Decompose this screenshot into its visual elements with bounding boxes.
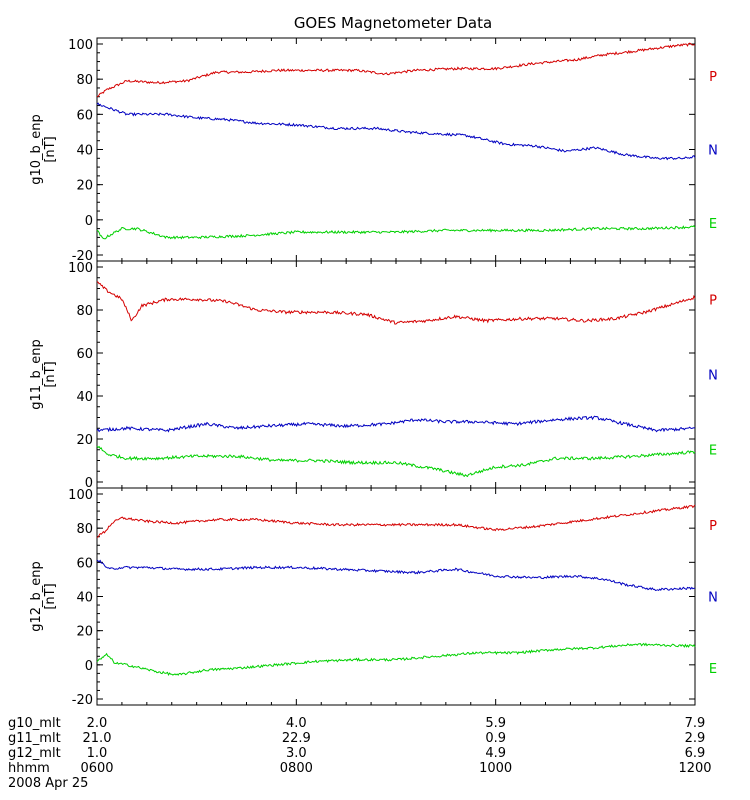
panel-1: -20 0 20 40 60 80 100 g10_b_enp [nT] P N E (29, 37, 718, 264)
legend-label-e: E (709, 443, 717, 458)
y-tick-label: 100 (68, 38, 93, 53)
footer-row-value: 0.9 (485, 731, 506, 746)
chart-title: GOES Magnetometer Data (294, 14, 492, 32)
y-tick-label: 20 (76, 433, 93, 448)
y-tick-label: 80 (76, 304, 93, 319)
legend-label-n: N (708, 591, 718, 606)
y-tick-label: 0 (85, 476, 93, 491)
y-tick-label: 40 (76, 390, 93, 405)
date-label: 2008 Apr 25 (8, 776, 88, 791)
footer-row-label: g11_mlt (8, 731, 61, 746)
chart-footer: g10_mlt 2.0 4.0 5.9 7.9 g11_mlt 21.0 22.9 0.9 2.9… (8, 716, 712, 791)
y-tick-label: 20 (76, 625, 93, 640)
series-line-n (96, 415, 696, 433)
footer-row-value: 3.0 (286, 746, 307, 761)
series-line-e (96, 445, 696, 478)
footer-row-value: 6.9 (685, 746, 706, 761)
footer-row-label: hhmm (8, 761, 50, 776)
footer-row-label: g10_mlt (8, 716, 61, 731)
y-axis-unit: [nT] (43, 583, 58, 609)
y-tick-label: 40 (76, 144, 93, 159)
y-tick-label: 20 (76, 179, 93, 194)
series-line-n (96, 559, 696, 592)
series-line-e (96, 225, 696, 240)
series-line-e (96, 642, 696, 677)
legend-label-n: N (708, 144, 718, 159)
y-tick-label: -20 (72, 249, 93, 264)
footer-row-value: 21.0 (83, 731, 112, 746)
y-tick-label: 60 (76, 108, 93, 123)
y-axis-label: g12_b_enp (29, 561, 44, 632)
y-axis-label: g10_b_enp (29, 114, 44, 185)
footer-row-value: 22.9 (282, 731, 311, 746)
footer-row-label: g12_mlt (8, 746, 61, 761)
series-line-p (96, 42, 696, 98)
y-tick-label: 0 (85, 659, 93, 674)
y-tick-label: 60 (76, 347, 93, 362)
legend-label-p: P (709, 70, 717, 85)
y-tick-label: 80 (76, 522, 93, 537)
footer-row-value: 2.9 (685, 731, 706, 746)
footer-row-value: 1200 (678, 761, 711, 776)
y-axis-unit: [nT] (43, 136, 58, 162)
footer-row-value: 1000 (479, 761, 512, 776)
y-axis-label: g11_b_enp (29, 339, 44, 410)
footer-row-value: 1.0 (87, 746, 108, 761)
footer-row-value: 4.0 (286, 716, 307, 731)
footer-row-value: 0800 (280, 761, 313, 776)
y-tick-label: 60 (76, 556, 93, 571)
series-line-p (96, 504, 696, 539)
y-tick-label: -20 (72, 693, 93, 708)
legend-label-e: E (709, 662, 717, 677)
footer-row-value: 0600 (80, 761, 113, 776)
y-tick-label: 0 (85, 214, 93, 229)
footer-row-value: 7.9 (685, 716, 706, 731)
footer-row-value: 2.0 (87, 716, 108, 731)
y-axis-unit: [nT] (43, 361, 58, 387)
panel-frame (96, 260, 696, 489)
footer-row-value: 4.9 (485, 746, 506, 761)
y-tick-label: 80 (76, 73, 93, 88)
legend-label-p: P (709, 294, 717, 309)
y-tick-label: 100 (68, 261, 93, 276)
series-line-p (96, 281, 696, 325)
panel-3: -20 0 20 40 60 80 100 g12_b_enp [nT] P N E (29, 487, 718, 708)
legend-label-e: E (709, 217, 717, 232)
legend-label-n: N (708, 369, 718, 384)
footer-row-value: 5.9 (485, 716, 506, 731)
y-tick-label: 100 (68, 488, 93, 503)
legend-label-p: P (709, 519, 717, 534)
y-tick-label: 40 (76, 591, 93, 606)
panel-2: 0 20 40 60 80 100 g11_b_enp [nT] P N E (29, 260, 718, 491)
series-line-n (96, 102, 696, 161)
